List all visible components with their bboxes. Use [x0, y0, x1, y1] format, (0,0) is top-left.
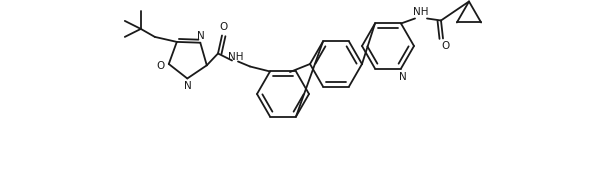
Text: O: O: [156, 61, 165, 71]
Text: NH: NH: [413, 8, 429, 17]
Text: N: N: [184, 81, 192, 92]
Text: N: N: [399, 72, 407, 81]
Text: NH: NH: [228, 53, 244, 62]
Text: N: N: [198, 31, 205, 41]
Text: O: O: [220, 23, 228, 32]
Text: O: O: [441, 42, 449, 51]
